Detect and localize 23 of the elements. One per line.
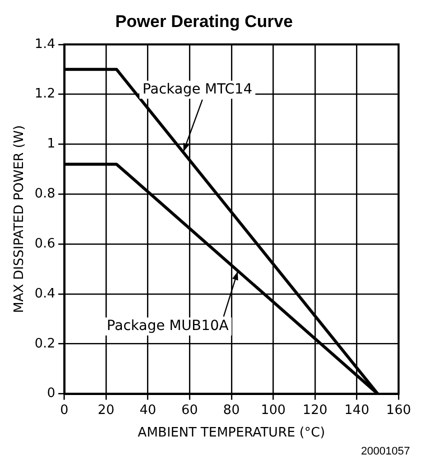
y-tick-label: 0.8: [34, 186, 56, 202]
x-tick-label: 140: [344, 402, 370, 418]
x-tick-label: 40: [140, 402, 156, 418]
y-tick-label: 1.4: [34, 36, 56, 52]
y-tick-label: 0.6: [34, 236, 56, 252]
chart-title: Power Derating Curve: [115, 12, 293, 31]
x-tick-label: 100: [260, 402, 286, 418]
x-tick-label: 0: [60, 402, 68, 418]
x-tick-label: 80: [223, 402, 240, 418]
y-tick-label: 1.2: [34, 86, 56, 102]
text: 20001057: [361, 446, 410, 458]
y-axis-title: MAX DISSIPATED POWER (W): [12, 125, 28, 314]
y-tick-label: 0.2: [34, 336, 56, 352]
y-tick-label: 0: [46, 386, 56, 402]
x-axis-title: AMBIENT TEMPERATURE (°C): [138, 426, 326, 441]
x-tick-label: 20: [98, 402, 114, 418]
y-tick-label: 0.4: [34, 286, 56, 302]
annotation: Package MUB10A: [106, 318, 230, 334]
x-tick-label: 60: [181, 402, 198, 418]
x-tick-label: 160: [386, 402, 412, 418]
x-tick-label: 120: [302, 402, 328, 418]
annotation: Package MTC14: [142, 81, 252, 98]
y-tick-label: 1: [46, 136, 56, 152]
